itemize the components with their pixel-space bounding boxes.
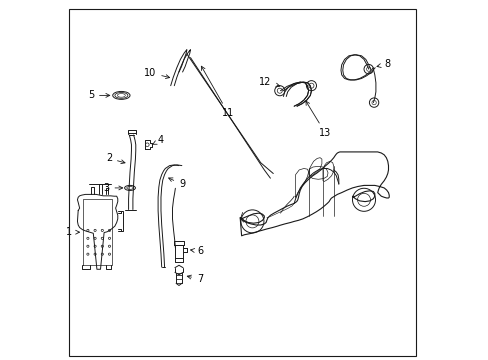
Text: 3: 3 — [103, 183, 122, 193]
Text: 5: 5 — [87, 90, 109, 100]
Text: 10: 10 — [144, 68, 169, 78]
Text: 13: 13 — [305, 101, 331, 138]
Text: 8: 8 — [376, 59, 389, 69]
Text: 7: 7 — [187, 274, 203, 284]
Text: 9: 9 — [168, 178, 185, 189]
Text: 12: 12 — [259, 77, 279, 87]
Text: 1: 1 — [66, 227, 80, 237]
Text: 2: 2 — [105, 153, 125, 164]
Text: 11: 11 — [201, 66, 234, 118]
Text: 6: 6 — [190, 246, 203, 256]
Text: 4: 4 — [152, 135, 163, 145]
